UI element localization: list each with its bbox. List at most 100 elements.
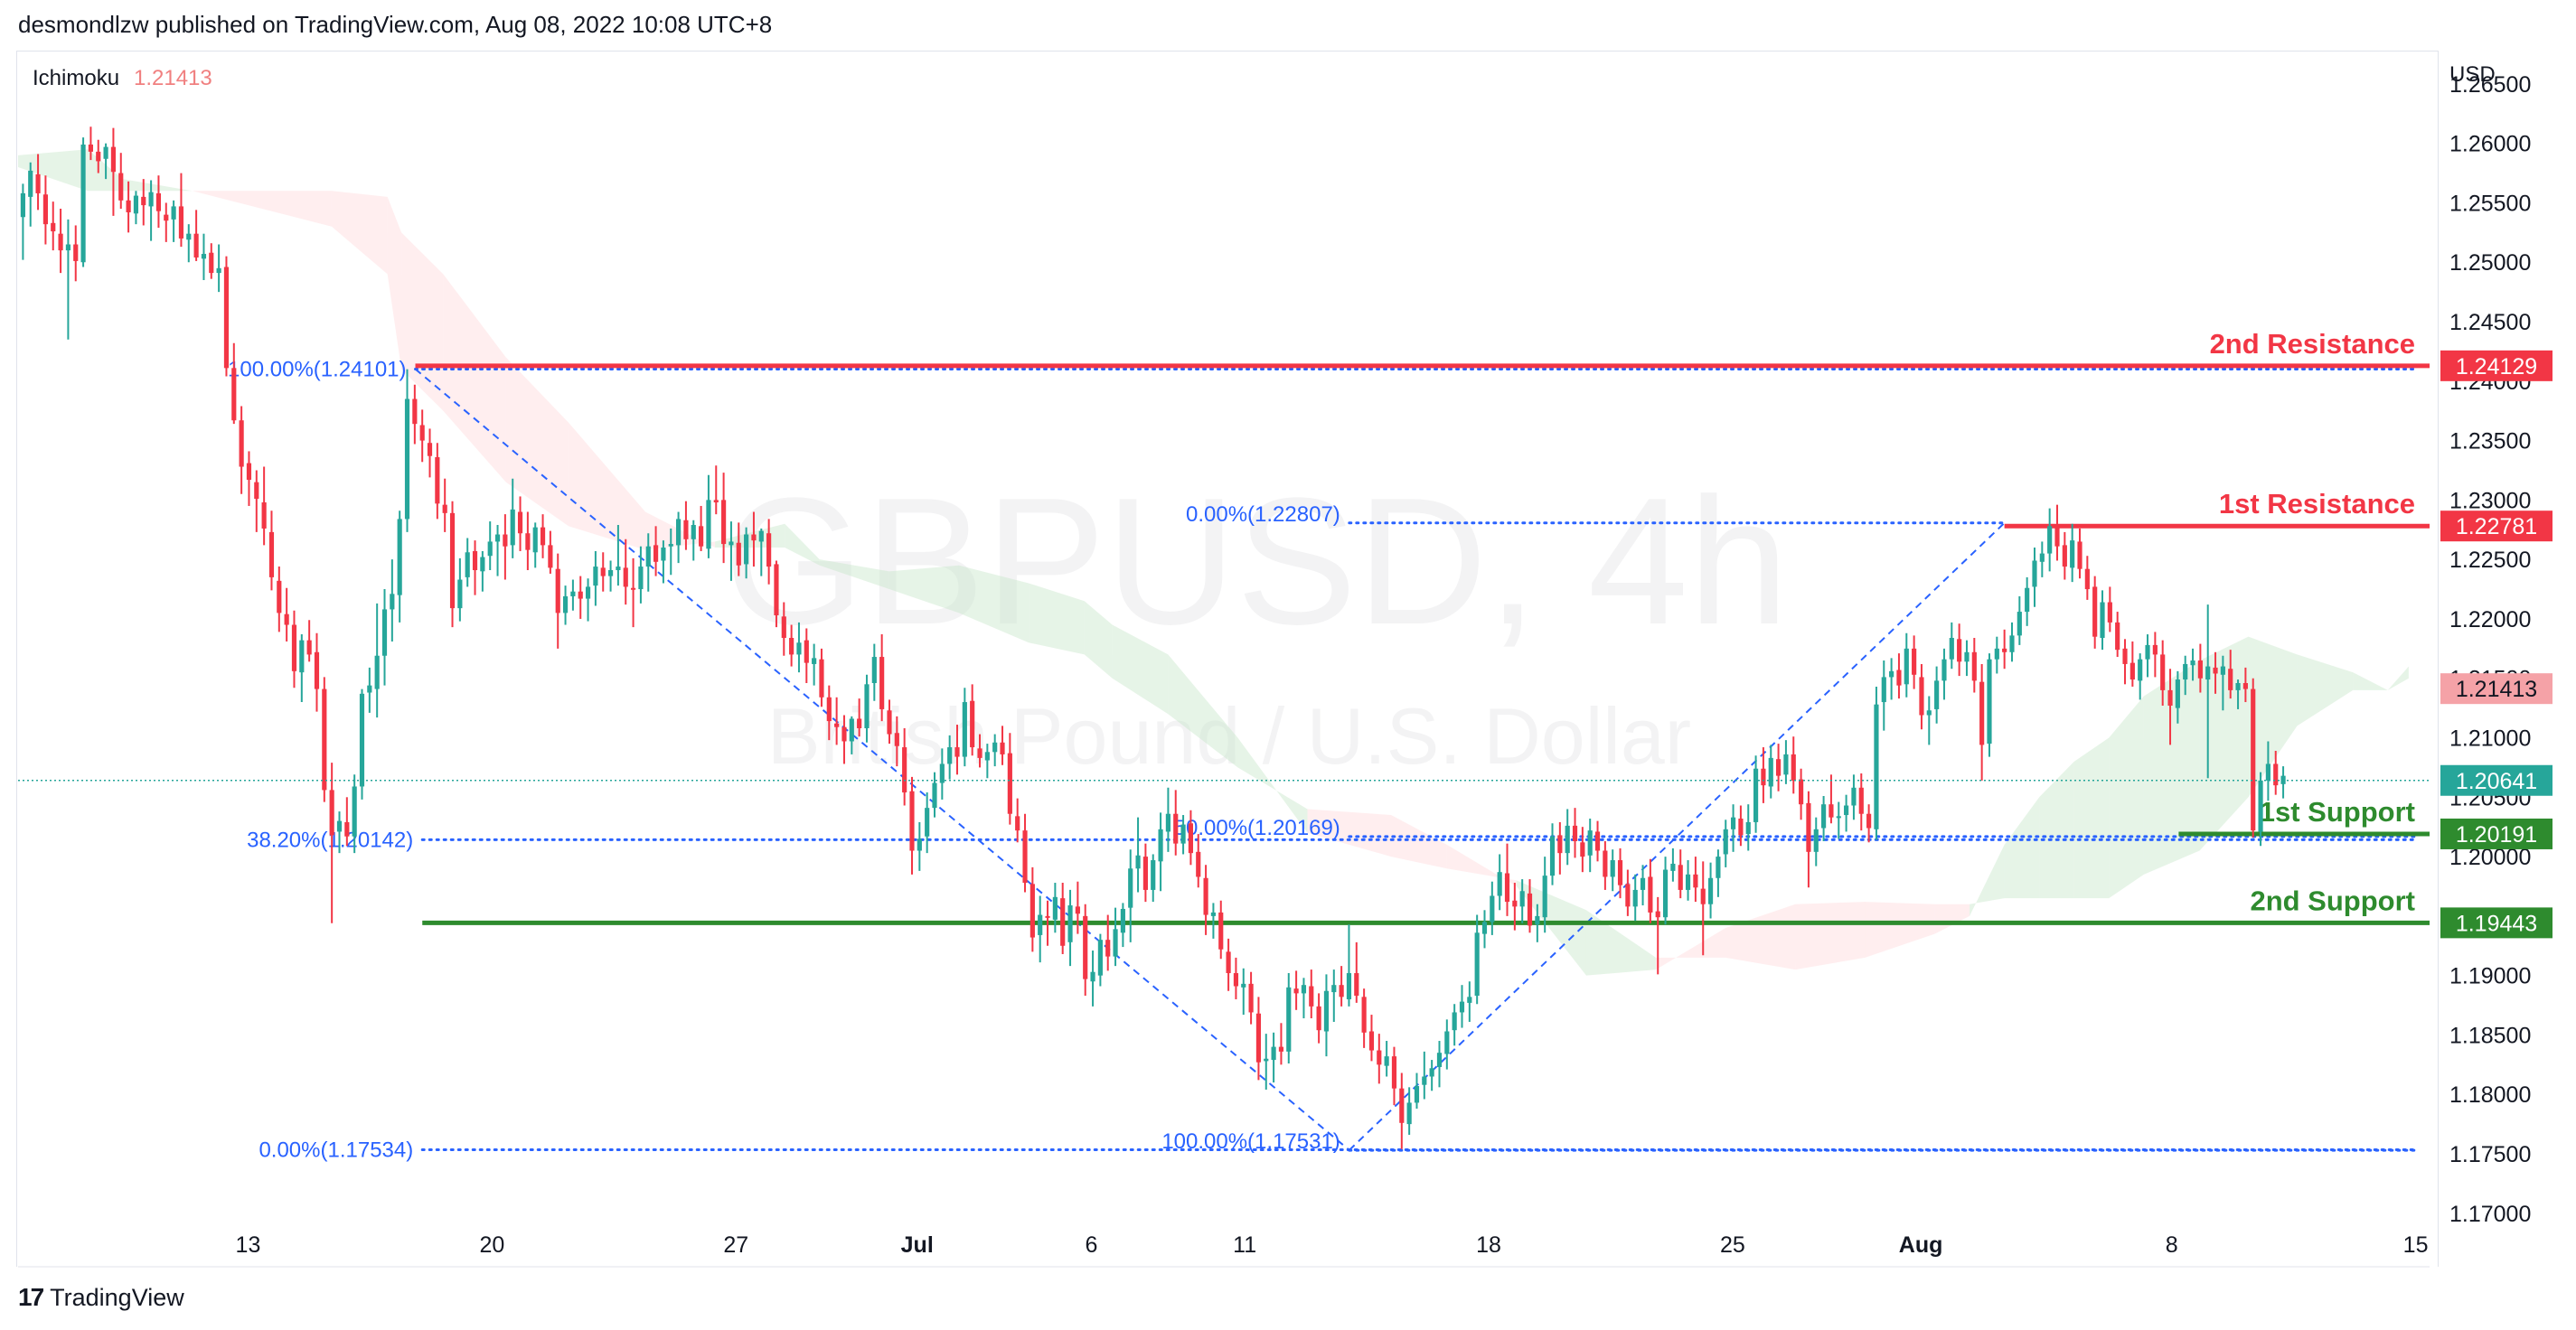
x-tick-label: 6 — [1086, 1232, 1098, 1258]
candle-down — [1060, 898, 1066, 946]
candle-up — [2235, 682, 2241, 690]
candle-down — [472, 550, 478, 571]
x-tick-label: Jul — [901, 1232, 934, 1258]
candle-down — [887, 710, 892, 735]
level-price-tag-label: 1.24129 — [2456, 354, 2537, 379]
candle-down — [1580, 842, 1585, 857]
candle-down — [2077, 541, 2082, 569]
candle-up — [1120, 908, 1125, 933]
candle-down — [653, 545, 659, 562]
candle-down — [2115, 622, 2120, 651]
candle-up — [1067, 905, 1073, 942]
candle-down — [1142, 857, 1148, 890]
axes: 1.265001.260001.255001.250001.245001.240… — [18, 72, 2552, 1268]
candle-down — [503, 534, 508, 547]
candle-up — [1549, 836, 1556, 876]
candle-up — [1490, 895, 1495, 923]
candle-up — [2183, 663, 2188, 680]
candle-up — [2220, 666, 2225, 675]
ichimoku-cloud-segment — [2387, 666, 2409, 690]
candle-down — [118, 173, 124, 201]
candle-down — [1105, 940, 1111, 957]
y-tick-label: 1.23500 — [2449, 429, 2531, 454]
candle-up — [2175, 679, 2180, 708]
indicator-legend[interactable]: Ichimoku 1.21413 — [33, 66, 212, 90]
ichimoku-cloud-segment — [1934, 904, 1970, 934]
candle-down — [1603, 850, 1608, 877]
candle-up — [1264, 1058, 1269, 1062]
candle-up — [1941, 659, 1947, 681]
candle-down — [879, 657, 885, 709]
candle-up — [744, 534, 749, 565]
candle-up — [939, 763, 945, 783]
level-price-tag-label: 1.19443 — [2456, 911, 2537, 936]
candle-down — [1829, 804, 1834, 818]
candle-up — [758, 530, 764, 542]
footer-brand[interactable]: 17 TradingView — [18, 1283, 184, 1312]
candle-down — [1738, 818, 1744, 836]
candle-up — [1384, 1056, 1389, 1066]
candle-up — [216, 267, 221, 274]
candle-up — [1436, 1053, 1443, 1067]
candle-down — [2092, 586, 2098, 637]
candle-down — [141, 196, 146, 206]
candle-up — [1610, 860, 1615, 877]
candle-down — [819, 659, 824, 698]
candle-down — [306, 640, 312, 655]
candle-down — [1000, 742, 1005, 754]
level-price-tag — [2440, 907, 2552, 939]
candle-up — [1716, 857, 1721, 878]
candle-up — [668, 544, 673, 547]
candle-up — [1452, 1012, 1457, 1031]
price-tag — [2440, 764, 2552, 796]
candle-up — [1158, 829, 1163, 862]
candle-up — [404, 398, 410, 520]
candle-down — [1919, 677, 1924, 716]
candle-up — [947, 747, 953, 764]
candle-up — [1926, 710, 1932, 716]
candle-down — [1527, 893, 1533, 926]
candle-up — [645, 546, 651, 567]
ichimoku-cloud-segment — [1307, 809, 1392, 857]
candle-down — [623, 567, 628, 587]
candle-down — [1309, 986, 1314, 1007]
candle-down — [970, 700, 975, 748]
y-tick-label: 1.21000 — [2449, 726, 2531, 752]
candle-up — [1481, 922, 1488, 934]
candle-down — [2273, 763, 2279, 786]
candle-up — [1128, 868, 1133, 908]
chart-frame[interactable] — [16, 51, 2439, 1267]
ichimoku-cloud-segment — [387, 196, 402, 370]
candle-up — [1406, 1102, 1412, 1125]
candle-down — [1218, 912, 1224, 950]
indicator-value: 1.21413 — [134, 66, 212, 90]
candle-up — [992, 742, 998, 753]
candle-down — [2054, 526, 2060, 547]
y-tick-label: 1.19000 — [2449, 964, 2531, 989]
fib-label: 100.00%(1.17531) — [1161, 1129, 1340, 1154]
candle-down — [2084, 568, 2090, 590]
watermark-symbol: GBPUSD, 4h — [724, 461, 1789, 662]
candle-up — [706, 500, 711, 549]
candle-down — [1791, 754, 1796, 781]
candle-down — [1655, 911, 1660, 918]
candle-up — [1723, 829, 1728, 855]
candle-up — [585, 586, 591, 599]
candle-up — [1565, 825, 1570, 854]
candle-down — [1648, 876, 1653, 913]
candle-down — [1700, 888, 1706, 904]
candle-down — [329, 790, 334, 836]
ichimoku-cloud-segment — [2143, 660, 2200, 875]
candle-down — [231, 368, 237, 421]
candle-up — [1519, 891, 1525, 907]
indicator-name[interactable]: Ichimoku — [33, 66, 119, 90]
ichimoku-cloud-segment — [2353, 672, 2388, 690]
fib-label: 50.00%(1.20169) — [1174, 816, 1340, 840]
publisher-line: desmondlzw published on TradingView.com,… — [18, 11, 773, 38]
candle-up — [1052, 896, 1058, 920]
ichimoku-cloud-segment — [1725, 904, 1796, 970]
candle-down — [1761, 768, 1766, 786]
candle-down — [781, 616, 786, 639]
candle-up — [1874, 704, 1879, 829]
